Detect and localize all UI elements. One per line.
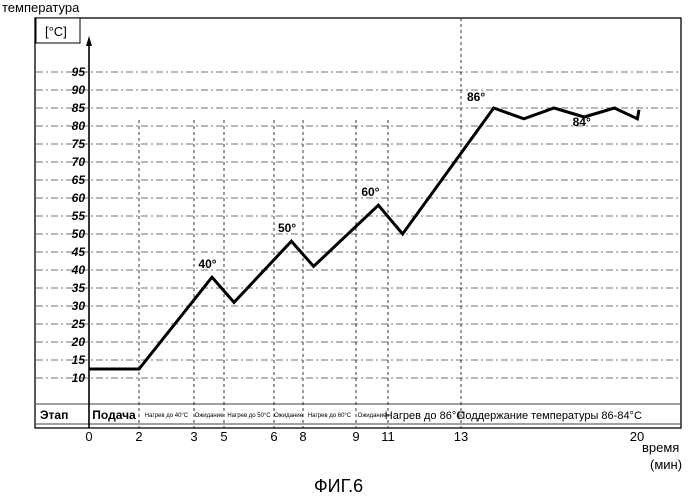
data-label: 50° <box>278 221 296 235</box>
phase-boundaries <box>139 18 461 428</box>
series-line <box>89 108 639 369</box>
data-label: 40° <box>198 257 216 271</box>
x-tick-label: 0 <box>85 429 92 444</box>
y-tick-label: 25 <box>71 317 86 331</box>
y-tick-label: 30 <box>72 299 86 313</box>
series-group <box>89 108 639 369</box>
y-tick-label: 70 <box>72 155 86 169</box>
data-label: 84° <box>573 115 591 129</box>
x-tick-label: 6 <box>270 429 277 444</box>
x-tick-label: 8 <box>299 429 306 444</box>
y-tick-label: 45 <box>71 245 86 259</box>
y-axis-title: температура <box>2 0 80 15</box>
data-label: 86° <box>467 90 485 104</box>
y-tick-label: 40 <box>71 263 86 277</box>
stage-cell-label: Нагрев до 60°С <box>308 413 352 419</box>
figure-caption: ФИГ.6 <box>314 476 363 496</box>
stage-cell-label: Ожидание <box>195 413 225 419</box>
x-tick-label: 11 <box>381 429 395 444</box>
stage-cell-label: Нагрев до 86°С <box>385 410 464 422</box>
y-tick-label: 60 <box>72 191 86 205</box>
x-tick-labels: 0235689111320 <box>85 429 644 444</box>
stage-row-label: Этап <box>40 408 68 422</box>
y-tick-label: 75 <box>72 137 86 151</box>
x-tick-label: 2 <box>135 429 142 444</box>
y-tick-label: 65 <box>72 173 86 187</box>
y-tick-label: 35 <box>72 281 86 295</box>
x-tick-label: 3 <box>190 429 197 444</box>
y-tick-label: 10 <box>72 371 86 385</box>
stage-cell-label: Ожидание <box>274 413 304 419</box>
x-axis-title: время <box>642 440 679 455</box>
y-tick-label: 50 <box>72 227 86 241</box>
stage-row: ЭтапПодачаНагрев до 40°СОжиданиеНагрев д… <box>36 404 680 424</box>
x-tick-label: 9 <box>352 429 359 444</box>
y-unit-label: [°C] <box>45 24 67 39</box>
data-label: 60° <box>361 185 379 199</box>
stage-cell-label: Поддержание температуры 86-84°С <box>457 410 642 422</box>
stage-cell-label: Ожидание <box>358 413 388 419</box>
x-tick-label: 13 <box>454 429 468 444</box>
y-tick-label: 20 <box>71 335 86 349</box>
x-tick-label: 5 <box>220 429 227 444</box>
y-tick-labels: 10 15 20 25 30 35 40 45 50 55 60 65 70 75 80 85 90 95 <box>71 65 86 385</box>
x-axis-unit: (мин) <box>650 457 682 472</box>
y-tick-label: 85 <box>72 101 86 115</box>
y-tick-label: 80 <box>72 119 86 133</box>
y-tick-label: 90 <box>72 83 86 97</box>
stage-cell-label: Нагрев до 50°С <box>227 413 271 419</box>
y-tick-label: 15 <box>72 353 86 367</box>
y-tick-label: 95 <box>72 65 86 79</box>
stage-cell-label: Нагрев до 40°С <box>145 413 189 419</box>
stage-cell-label: Подача <box>92 408 136 422</box>
y-axis-arrow <box>86 36 92 46</box>
y-tick-label: 55 <box>72 209 86 223</box>
